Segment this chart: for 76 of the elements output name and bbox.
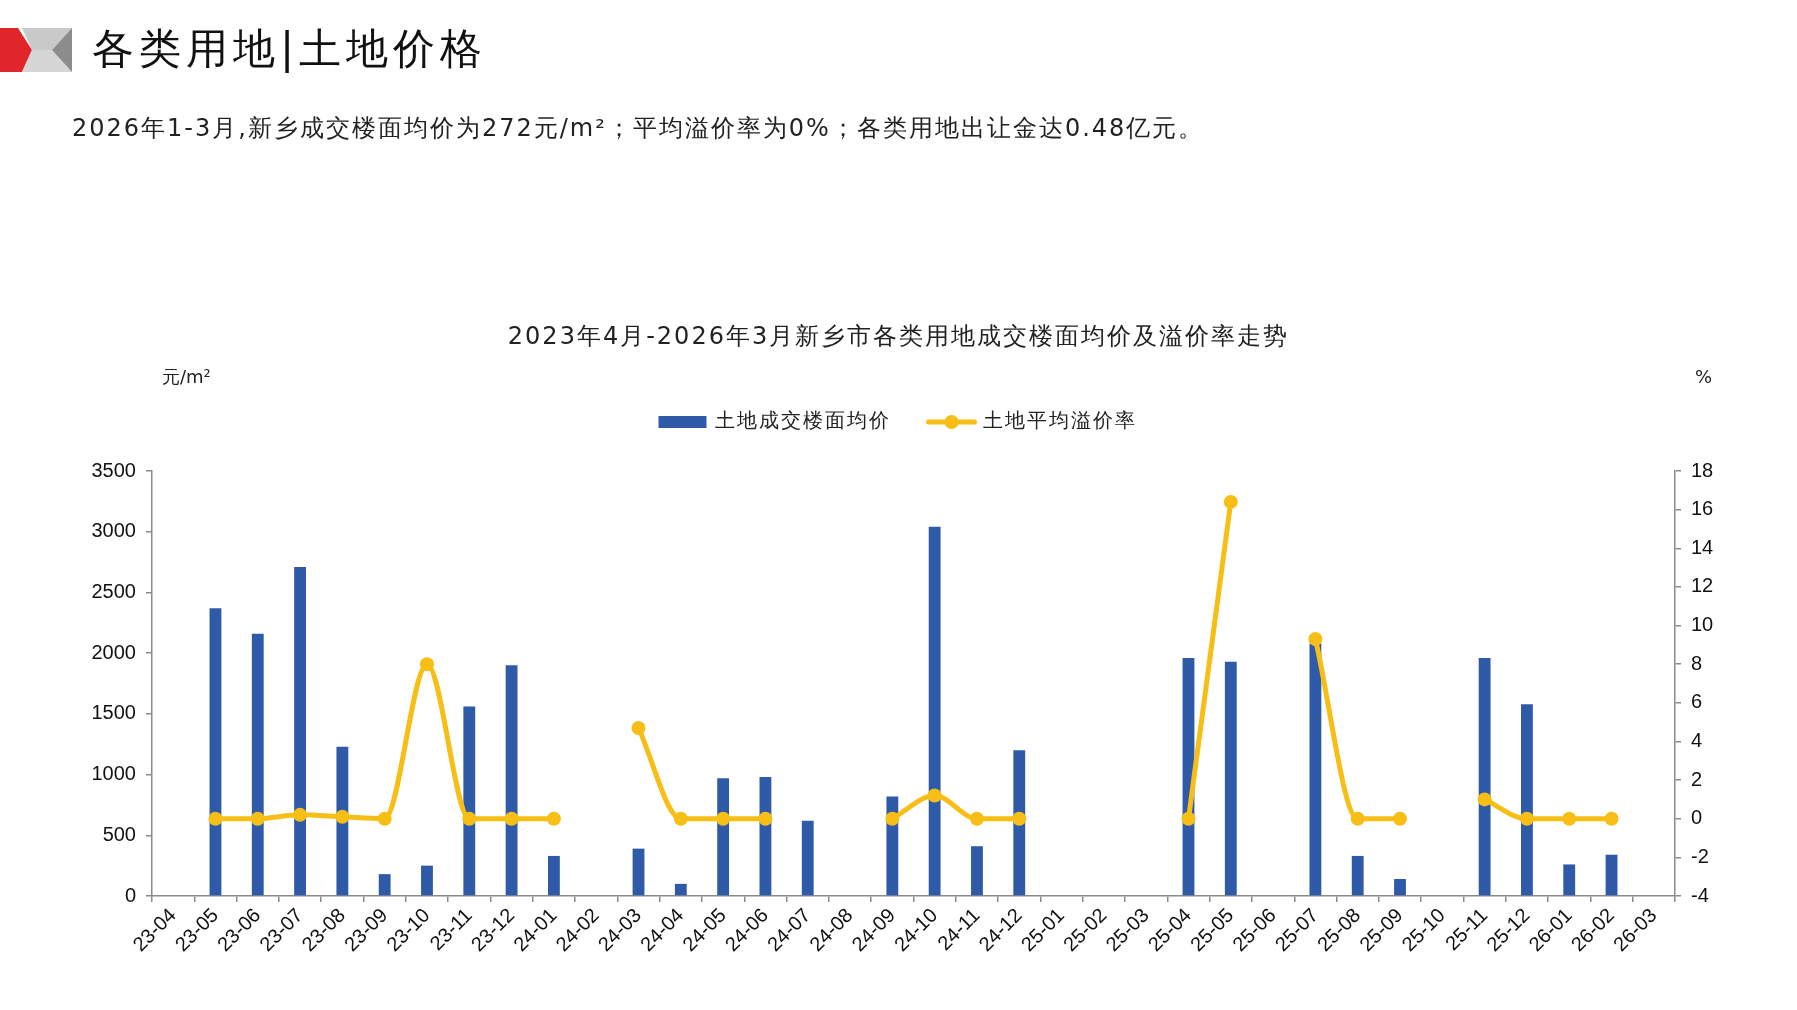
y2-tick-label: 10 [1691, 613, 1714, 636]
bar [463, 706, 476, 896]
y-tick-label: 1500 [91, 701, 136, 724]
y2-tick-label: 18 [1691, 458, 1714, 481]
point [504, 811, 519, 826]
bar [971, 846, 983, 896]
point [1519, 811, 1534, 826]
y2-tick-label: 12 [1691, 574, 1714, 597]
point [927, 788, 942, 803]
bar [1224, 661, 1237, 896]
y-axis-title: 元/m² [162, 365, 211, 387]
bar [1394, 879, 1406, 896]
bar [632, 848, 645, 896]
point [377, 811, 392, 826]
point [1223, 494, 1238, 509]
y-tick-label: 2000 [91, 640, 136, 663]
point [462, 811, 477, 826]
y2-tick-label: -4 [1691, 883, 1709, 906]
y-tick-label: 3000 [91, 519, 136, 542]
y-tick-label: 2500 [91, 579, 136, 602]
y2-tick-label: 14 [1691, 535, 1714, 558]
bar [547, 855, 560, 896]
bar [1478, 658, 1491, 896]
point [673, 811, 688, 826]
point [1393, 811, 1408, 826]
bar [1605, 854, 1618, 896]
bar [1309, 643, 1322, 896]
bar [1013, 750, 1026, 896]
y2-tick-label: 6 [1691, 690, 1703, 713]
y2-tick-label: 16 [1691, 497, 1714, 520]
point [1477, 792, 1492, 807]
legend-label: 土地平均溢价率 [982, 408, 1137, 433]
point [546, 811, 561, 826]
point [716, 811, 731, 826]
point [250, 811, 265, 826]
point [1308, 632, 1323, 647]
point [1012, 811, 1027, 826]
bar [336, 746, 349, 896]
y2-tick-label: 2 [1691, 767, 1703, 790]
bar [928, 526, 941, 896]
point [1562, 811, 1577, 826]
y-tick-label: 500 [102, 822, 136, 845]
bar [674, 883, 687, 896]
bar [378, 874, 391, 896]
point [969, 811, 984, 826]
point [885, 811, 900, 826]
bar [717, 778, 730, 896]
y2-tick-label: 0 [1691, 806, 1703, 829]
point [335, 809, 350, 824]
bar [294, 566, 306, 896]
y2-tick-label: 8 [1691, 651, 1703, 674]
point [1604, 811, 1619, 826]
text: 2026年1-3月,新乡成交楼面均价为272元/m²；平均溢价率为0%；各类用地出让金达0.48亿元。 [72, 113, 1205, 143]
y2-tick-label: -2 [1691, 844, 1709, 867]
bar [1351, 855, 1364, 896]
point [293, 807, 308, 822]
bar [1521, 704, 1533, 896]
y-tick-label: 1000 [91, 762, 136, 785]
point [758, 811, 773, 826]
legend-label: 土地成交楼面均价 [714, 408, 891, 433]
point [208, 811, 223, 826]
point [1181, 811, 1196, 826]
bar [421, 865, 433, 896]
bar [505, 665, 518, 896]
y-tick-label: 0 [124, 883, 136, 906]
point [419, 657, 434, 672]
chart-title: 2023年4月-2026年3月新乡市各类用地成交楼面均价及溢价率走势 [507, 322, 1290, 351]
bar [801, 820, 814, 896]
y-tick-label: 3500 [91, 458, 136, 481]
bar [251, 633, 264, 896]
bar [1563, 864, 1576, 896]
y2-axis-title: % [1695, 365, 1713, 387]
text: 各类用地|土地价格 [92, 23, 488, 75]
point [1350, 811, 1365, 826]
point [631, 720, 646, 735]
y2-tick-label: 4 [1691, 728, 1703, 751]
